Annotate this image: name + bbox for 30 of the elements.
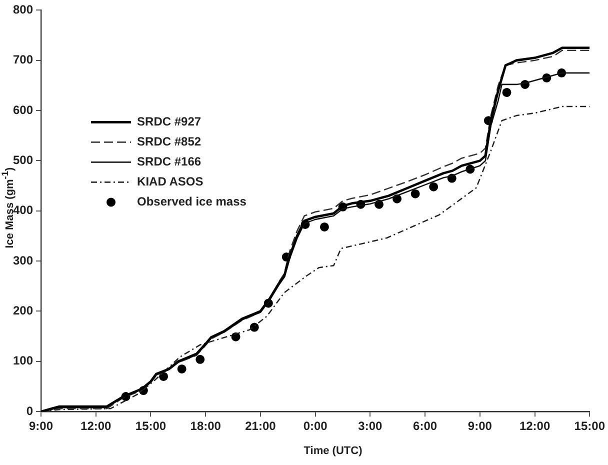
- point: [410, 189, 420, 198]
- y-tick-label: 100: [12, 354, 34, 368]
- legend-label: SRDC #852: [137, 134, 202, 149]
- point: [429, 182, 438, 192]
- x-tick-label: 9:00: [29, 419, 54, 434]
- y-tick-label: 500: [12, 153, 34, 168]
- point: [502, 88, 512, 97]
- y-tick-label: 700: [12, 52, 34, 67]
- x-tick-label: 12:00: [519, 419, 550, 434]
- x-tick-label: 9:00: [468, 419, 492, 434]
- x-tick-label: 15:00: [135, 419, 166, 434]
- x-tick-label: 15:00: [574, 419, 606, 434]
- x-tick-label: 0:00: [303, 419, 328, 434]
- legend-label: Observed ice mass: [137, 194, 247, 209]
- y-tick-label: 300: [12, 253, 34, 268]
- x-tick-label: 6:00: [413, 419, 438, 434]
- legend-label: SRDC #927: [137, 114, 202, 129]
- legend-label: SRDC #166: [137, 154, 202, 169]
- y-tick-label: 0: [26, 404, 34, 418]
- y-tick-label: 800: [12, 2, 34, 17]
- x-tick-label: 3:00: [358, 419, 383, 434]
- x-axis-title: Time (UTC): [302, 445, 364, 457]
- x-tick-label: 18:00: [190, 419, 222, 434]
- point: [320, 222, 329, 232]
- x-tick-label: 21:00: [245, 419, 276, 434]
- y-tick-label: 200: [12, 304, 34, 318]
- y-tick-label: 400: [12, 203, 34, 218]
- y-tick-label: 600: [12, 102, 34, 117]
- x-tick-label: 12:00: [80, 419, 112, 434]
- legend-label: KIAD ASOS: [137, 174, 204, 189]
